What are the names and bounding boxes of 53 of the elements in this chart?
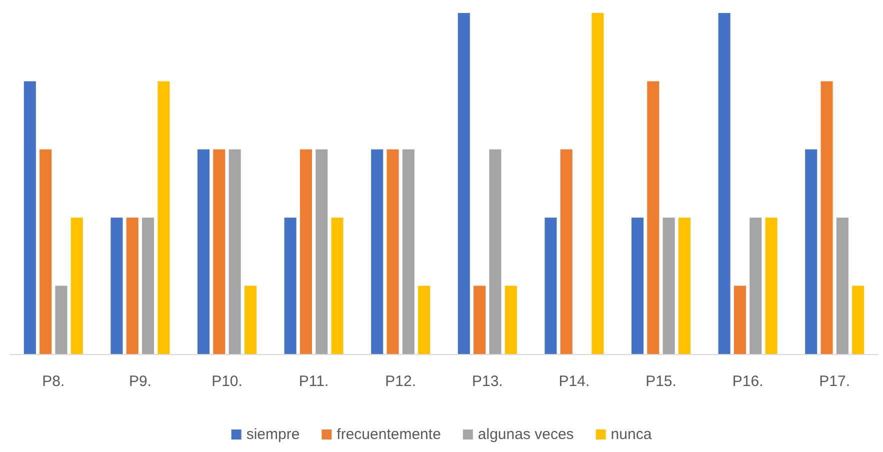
bar [197,149,210,354]
bar [316,149,328,354]
x-tick-label: P11. [298,373,329,390]
x-tick-label: P12. [385,373,416,390]
bar [402,149,414,354]
legend-label: frecuentemente [336,426,441,443]
bar [126,218,138,354]
x-tick-label: P8. [42,373,65,390]
bar [331,218,344,354]
bar [765,218,778,354]
bar [662,218,675,354]
bar [284,218,296,354]
bar [158,81,170,354]
legend-label: algunas veces [478,426,574,443]
bar [734,286,746,354]
bar [852,286,864,354]
bar [504,286,517,354]
bar [647,81,660,354]
x-tick-label: P14. [558,373,590,390]
bar [474,286,486,354]
bar [142,218,154,354]
bar [244,286,257,354]
bar [678,218,691,354]
x-tick-label: P10. [212,373,242,390]
x-tick-label: P17. [819,373,850,390]
bar [836,218,848,354]
bar [70,218,83,354]
bar [213,149,226,354]
x-tick-label: P15. [646,373,676,390]
bar [458,13,470,354]
bar [110,218,123,354]
bar [750,218,762,354]
bar [820,81,833,354]
bar [24,81,36,354]
bar [592,13,604,354]
bar [718,13,730,354]
bar [489,149,502,354]
bar [418,286,430,354]
bar [55,286,68,354]
bar [40,149,52,354]
legend-label: siempre [246,426,300,443]
x-tick-label: P13. [472,373,503,390]
bar [544,218,557,354]
bar [805,149,818,354]
bar [300,149,312,354]
bar [560,149,572,354]
x-tick-label: P16. [732,373,764,390]
legend-label: nunca [610,426,652,443]
bar [386,149,399,354]
bar [631,218,644,354]
bar [228,149,241,354]
x-tick-label: P9. [128,373,152,390]
bar [371,149,384,354]
